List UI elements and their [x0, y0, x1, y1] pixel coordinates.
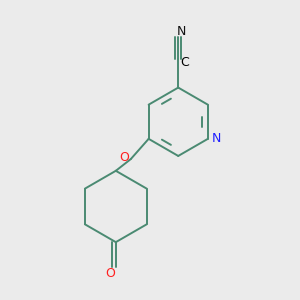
Text: N: N	[176, 25, 186, 38]
Text: O: O	[119, 151, 129, 164]
Text: C: C	[180, 56, 189, 69]
Text: N: N	[212, 132, 221, 146]
Text: O: O	[105, 267, 115, 280]
